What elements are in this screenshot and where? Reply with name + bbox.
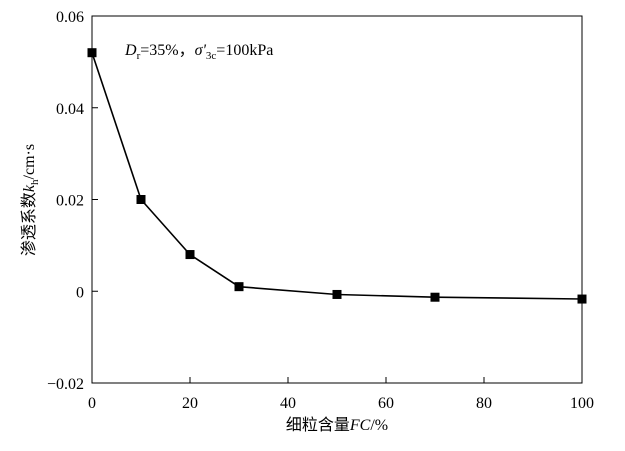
plot-frame <box>91 15 583 384</box>
annotation: Dr=35%，σ'3c=100kPa <box>124 42 273 62</box>
y-tick-label: 0 <box>76 284 84 301</box>
data-point <box>332 289 342 299</box>
y-tick-label: −0.02 <box>47 376 84 393</box>
x-tick-label: 100 <box>570 395 594 412</box>
data-point <box>136 195 146 204</box>
data-point <box>87 48 97 58</box>
data-point <box>234 282 244 292</box>
series-line <box>91 52 583 300</box>
x-tick-label: 0 <box>88 395 96 412</box>
y-tick-label: 0.06 <box>56 9 84 26</box>
y-tick-label: 0.04 <box>56 101 84 118</box>
x-axis-label: 细粒含量FC/% <box>286 416 388 434</box>
series-group <box>87 48 587 304</box>
x-tick-label: 80 <box>476 395 492 412</box>
data-point <box>430 292 440 302</box>
x-tick-label: 40 <box>280 395 296 412</box>
y-axis-label: 渗透系数kh/cm·s <box>20 144 41 256</box>
x-tick-label: 60 <box>378 395 394 412</box>
y-tick-label: 0.02 <box>56 193 84 210</box>
data-point <box>185 250 195 260</box>
y-axis-ticks: −0.02 0 0.02 0.04 0.06 <box>47 9 98 393</box>
x-tick-label: 20 <box>182 395 198 412</box>
x-axis-ticks: 0 20 40 60 80 100 <box>88 377 594 412</box>
data-point <box>577 294 587 304</box>
